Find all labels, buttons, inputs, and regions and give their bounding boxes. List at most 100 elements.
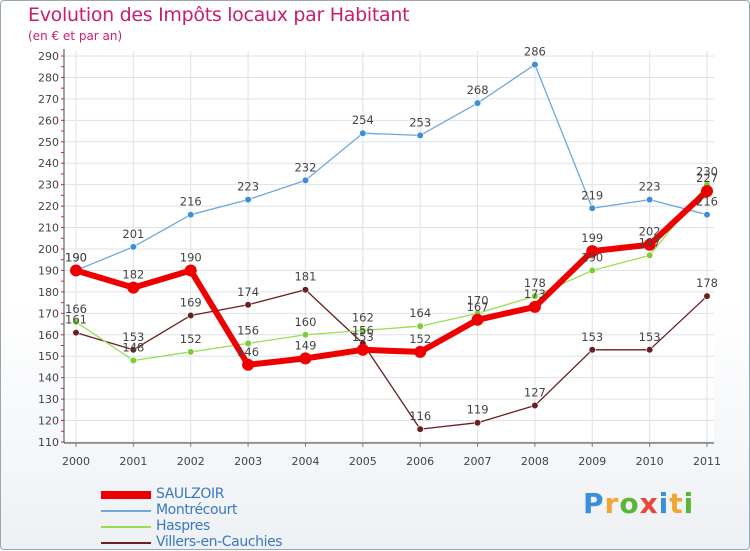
x-tick-label: 2003: [234, 455, 262, 468]
data-label: 219: [581, 188, 603, 202]
series-saulzoir: [70, 185, 713, 371]
data-label: 216: [696, 195, 718, 209]
data-label: 253: [409, 115, 431, 129]
data-label: 156: [237, 323, 259, 337]
y-tick-label: 290: [38, 50, 59, 63]
logo-letter: x: [639, 487, 659, 520]
y-tick-label: 270: [38, 93, 59, 106]
legend-swatch-villers: [101, 542, 151, 544]
data-label: 152: [180, 332, 202, 346]
y-tick-label: 190: [38, 264, 59, 277]
data-point: [703, 292, 711, 300]
data-point: [301, 176, 310, 184]
data-label: 197: [639, 235, 661, 249]
data-label: 152: [409, 332, 431, 346]
data-point: [588, 204, 596, 212]
data-point: [531, 292, 539, 300]
data-label: 190: [65, 250, 87, 264]
x-tick-label: 2009: [578, 455, 606, 468]
data-label: 178: [524, 276, 546, 290]
proxiti-logo: Proxiti: [583, 487, 694, 520]
y-tick-label: 140: [38, 372, 59, 385]
data-label: 153: [352, 330, 374, 344]
data-label: 166: [65, 302, 87, 316]
x-tick-label: 2005: [349, 455, 377, 468]
data-label: 148: [122, 341, 144, 355]
data-label: 182: [122, 268, 144, 282]
data-label: 223: [237, 180, 259, 194]
data-point: [528, 300, 541, 313]
data-point: [646, 346, 654, 354]
data-label: 119: [467, 403, 489, 417]
data-label: 127: [524, 386, 546, 400]
data-point: [129, 243, 137, 251]
data-point: [356, 343, 369, 356]
data-point: [301, 286, 310, 294]
logo-letter: o: [619, 487, 640, 520]
data-point: [359, 326, 367, 335]
data-point: [473, 419, 482, 427]
y-tick-label: 280: [38, 71, 59, 84]
data-point: [416, 425, 424, 433]
data-label: 153: [639, 330, 661, 344]
series-line: [75, 184, 708, 362]
x-tick-label: 2000: [62, 455, 90, 468]
x-tick-label: 2011: [693, 455, 721, 468]
data-point: [129, 356, 137, 365]
y-tick-label: 120: [38, 415, 59, 428]
series-line: [75, 289, 708, 430]
data-label: 201: [122, 227, 144, 241]
y-tick-label: 180: [38, 286, 59, 299]
data-label: 216: [180, 195, 202, 209]
data-point: [127, 281, 140, 294]
y-tick-label: 230: [38, 179, 59, 192]
data-point: [359, 129, 367, 137]
data-label: 167: [467, 300, 489, 314]
y-tick-label: 250: [38, 136, 59, 149]
data-label: 169: [180, 295, 202, 309]
data-label: 178: [696, 276, 718, 290]
data-point: [531, 60, 539, 69]
data-label: 286: [524, 45, 546, 59]
y-tick-label: 160: [38, 329, 59, 342]
data-point: [70, 264, 82, 277]
data-point: [187, 311, 195, 320]
series-layer: [70, 60, 713, 433]
data-labels: 190 182 190 146 149 153 152 167 173 199 202 227 190 2…: [65, 45, 718, 424]
x-tick-label: 2010: [636, 455, 664, 468]
data-point: [301, 331, 310, 339]
logo-letter: i: [658, 487, 670, 520]
data-label: 230: [696, 165, 718, 179]
data-label: 190: [180, 250, 202, 264]
data-point: [586, 245, 599, 258]
data-label: 146: [237, 345, 259, 359]
y-tick-label: 130: [38, 393, 59, 406]
data-point: [187, 211, 195, 219]
data-point: [244, 301, 252, 309]
data-point: [72, 329, 80, 337]
y-tick-label: 150: [38, 350, 59, 363]
data-point: [299, 352, 312, 365]
data-label: 149: [294, 338, 316, 352]
data-point: [244, 339, 252, 347]
data-label: 232: [294, 160, 316, 174]
series-villers-en-cauchies: [72, 286, 711, 433]
legend-label-villers: Villers-en-Cauchies: [156, 534, 283, 550]
data-point: [588, 266, 596, 275]
data-label: 174: [237, 285, 259, 299]
y-tick-label: 220: [38, 200, 59, 213]
data-label: 227: [696, 171, 718, 185]
data-point: [414, 345, 427, 358]
data-label: 173: [524, 287, 546, 301]
x-tick-label: 2002: [177, 455, 205, 468]
chart-title: Evolution des Impôts locaux par Habitant: [28, 4, 410, 26]
data-label: 190: [581, 250, 603, 264]
logo-letter: t: [669, 487, 684, 520]
data-point: [643, 238, 656, 251]
x-tick-label: 2001: [119, 455, 147, 468]
legend-label-montrecourt: Montrécourt: [156, 502, 238, 518]
data-point: [72, 318, 80, 326]
data-label: 170: [467, 293, 489, 307]
legend-label-haspres: Haspres: [156, 518, 210, 534]
